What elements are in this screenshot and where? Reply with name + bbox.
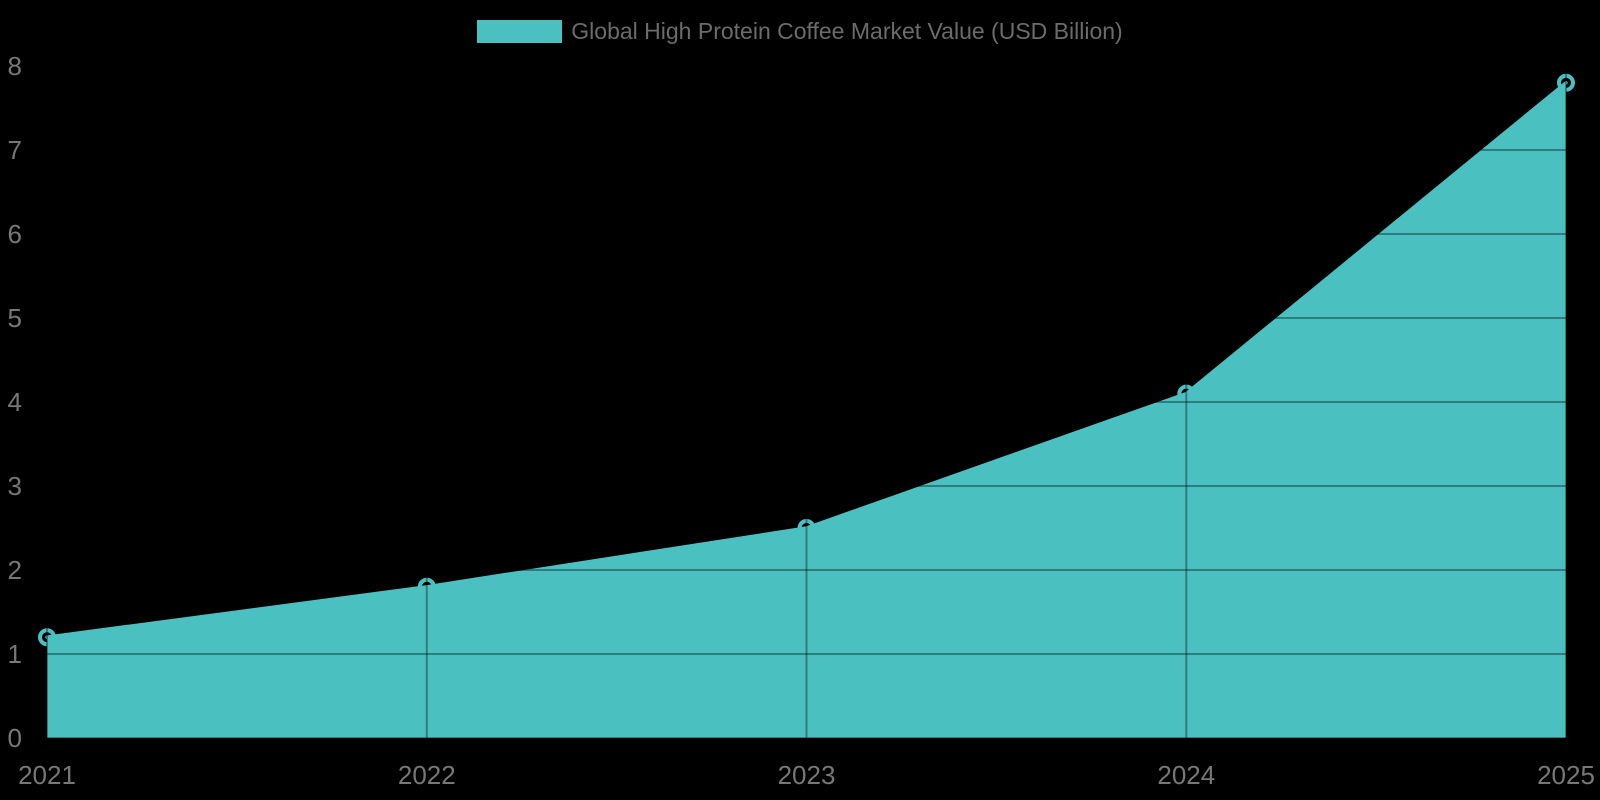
legend-swatch[interactable]	[477, 20, 563, 43]
y-tick-label: 8	[8, 51, 22, 81]
y-tick-label: 4	[8, 387, 22, 417]
x-tick-label: 2024	[1157, 760, 1215, 790]
data-point-marker[interactable]	[797, 519, 816, 537]
legend-label: Global High Protein Coffee Market Value …	[571, 18, 1123, 44]
x-tick-label: 2023	[778, 760, 836, 790]
y-tick-label: 2	[8, 555, 22, 585]
y-tick-label: 7	[8, 135, 22, 165]
data-point-marker[interactable]	[417, 577, 436, 596]
y-tick-label: 0	[8, 723, 22, 753]
y-tick-label: 1	[8, 639, 22, 669]
data-point-marker[interactable]	[1177, 384, 1196, 403]
series-line	[45, 81, 1568, 639]
y-tick-label: 6	[8, 219, 22, 249]
x-tick-label: 2025	[1537, 760, 1595, 790]
x-tick-label: 2021	[18, 760, 76, 790]
area-fill	[47, 82, 1566, 739]
data-point-marker[interactable]	[1557, 73, 1575, 92]
y-tick-label: 5	[8, 303, 22, 333]
data-point-marker[interactable]	[38, 628, 56, 647]
legend[interactable]: Global High Protein Coffee Market Value …	[0, 19, 1600, 44]
y-tick-label: 3	[8, 471, 22, 501]
x-tick-label: 2022	[398, 760, 456, 790]
